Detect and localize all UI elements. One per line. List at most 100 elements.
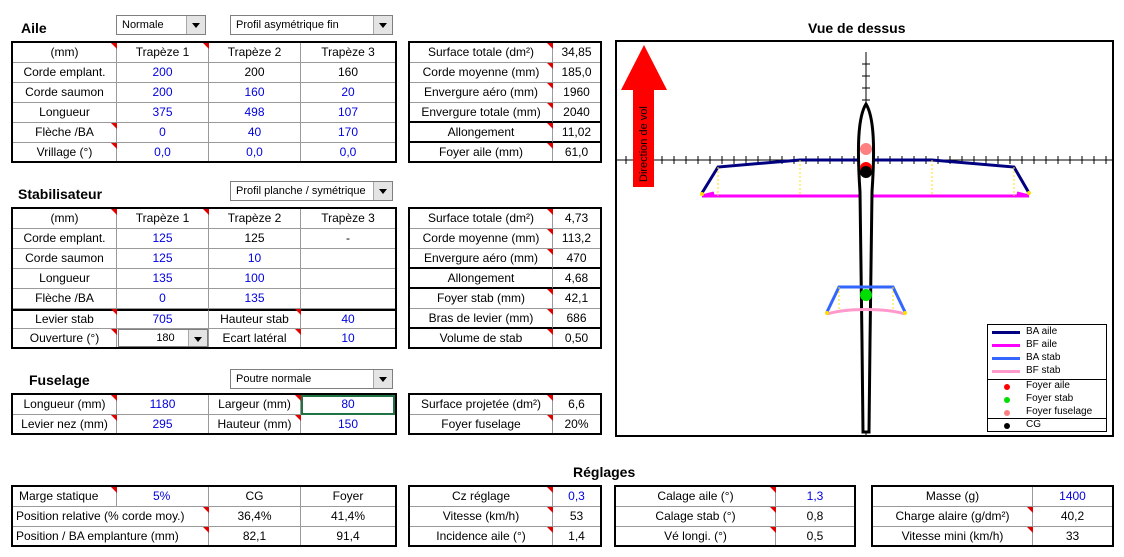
stab-cell[interactable]: 100 [209,269,301,289]
stab-cell[interactable]: 125 [117,249,209,269]
aile-header-t3: Trapèze 3 [301,43,395,63]
comment-indicator-icon[interactable] [547,103,553,109]
comment-indicator-icon[interactable] [547,63,553,69]
comment-indicator-icon[interactable] [547,329,553,335]
aile-cell[interactable]: 200 [209,63,301,83]
fuselage-hauteur-value[interactable]: 150 [337,417,359,431]
stab-cell[interactable]: 125 [209,229,301,249]
aile-row-label: Flèche /BA [13,123,117,143]
comment-indicator-icon[interactable] [1027,507,1033,513]
stab-summary-label: Envergure aéro (mm) [410,249,553,269]
aile-cell[interactable]: 20 [301,83,395,103]
comment-indicator-icon[interactable] [111,395,117,401]
comment-indicator-icon[interactable] [547,123,553,129]
aile-cell[interactable]: 0 [117,123,209,143]
comment-indicator-icon[interactable] [770,487,776,493]
stab-cell[interactable]: 125 [117,229,209,249]
aile-cell[interactable]: 160 [301,63,395,83]
stab-summary-value: 4,68 [553,269,600,289]
masse-value[interactable]: 1400 [1033,487,1112,507]
comment-indicator-icon[interactable] [111,43,117,49]
top-view-panel: Direction de vol BA aile BF aile B [615,40,1114,437]
stab-cell[interactable] [301,249,395,269]
aile-type-value: Normale [122,19,164,31]
stab-cell[interactable] [301,269,395,289]
comment-indicator-icon[interactable] [547,229,553,235]
aile-cell[interactable]: 498 [209,103,301,123]
stab-cell[interactable]: - [301,229,395,249]
aile-cell[interactable]: 160 [209,83,301,103]
fuselage-type-dropdown[interactable]: Poutre normale [230,369,393,389]
stab-cell[interactable]: 135 [117,269,209,289]
chevron-down-icon[interactable] [186,16,205,34]
comment-indicator-icon[interactable] [295,329,301,335]
aile-cell[interactable]: 170 [301,123,395,143]
chevron-down-icon[interactable] [373,182,392,200]
calage-aile-value[interactable]: 1,3 [776,487,854,507]
stab-hauteur-value[interactable]: 40 [301,309,395,329]
comment-indicator-icon[interactable] [547,289,553,295]
comment-indicator-icon[interactable] [295,309,301,315]
aile-cell[interactable]: 40 [209,123,301,143]
legend-item: BA stab [1026,352,1061,363]
comment-indicator-icon[interactable] [111,415,117,421]
comment-indicator-icon[interactable] [547,83,553,89]
comment-indicator-icon[interactable] [547,487,553,493]
comment-indicator-icon[interactable] [547,209,553,215]
aile-cell[interactable]: 0,0 [209,143,301,161]
chevron-down-icon[interactable] [373,16,392,34]
comment-indicator-icon[interactable] [111,143,117,149]
comment-indicator-icon[interactable] [547,43,553,49]
aile-profil-dropdown[interactable]: Profil asymétrique fin [230,15,393,35]
aile-cell[interactable]: 200 [117,63,209,83]
aile-cell[interactable]: 375 [117,103,209,123]
aile-cell[interactable]: 200 [117,83,209,103]
comment-indicator-icon[interactable] [111,123,117,129]
fuselage-largeur-value[interactable]: 80 [301,395,395,415]
comment-indicator-icon[interactable] [547,395,553,401]
comment-indicator-icon[interactable] [1027,527,1033,533]
comment-indicator-icon[interactable] [770,507,776,513]
aile-header-unit: (mm) [13,43,117,63]
comment-indicator-icon[interactable] [547,527,553,533]
stab-cell[interactable]: 135 [209,289,301,309]
aile-title: Aile [21,20,47,36]
comment-indicator-icon[interactable] [547,309,553,315]
comment-indicator-icon[interactable] [111,487,117,493]
aile-type-dropdown[interactable]: Normale [116,15,206,35]
comment-indicator-icon[interactable] [203,43,209,49]
chevron-down-icon[interactable] [188,330,207,346]
comment-indicator-icon[interactable] [547,415,553,421]
comment-indicator-icon[interactable] [770,527,776,533]
vmini-label: Vitesse mini (km/h) [873,527,1033,545]
stab-ecart-value[interactable]: 10 [341,331,355,345]
aile-cell[interactable]: 107 [301,103,395,123]
comment-indicator-icon[interactable] [547,507,553,513]
foyer-fuselage-point [860,143,872,155]
legend-swatch-ba-aile [992,331,1020,334]
stab-cell[interactable]: 10 [209,249,301,269]
comment-indicator-icon[interactable] [203,527,209,533]
comment-indicator-icon[interactable] [295,395,301,401]
cz-value[interactable]: 0,3 [553,487,600,507]
stab-cell[interactable] [301,289,395,309]
comment-indicator-icon[interactable] [111,309,117,315]
stab-profil-dropdown[interactable]: Profil planche / symétrique [230,181,393,201]
comment-indicator-icon[interactable] [295,415,301,421]
stab-levier-value[interactable]: 705 [117,309,209,329]
marge-value[interactable]: 5% [117,487,209,507]
comment-indicator-icon[interactable] [111,329,117,335]
comment-indicator-icon[interactable] [547,143,553,149]
stab-ouverture-dropdown[interactable]: 180 [118,329,208,347]
aile-cell[interactable]: 0,0 [117,143,209,161]
reglages-cz-table: Cz réglage 0,3 Vitesse (km/h) 53 Inciden… [408,485,602,547]
chevron-down-icon[interactable] [373,370,392,388]
stab-cell[interactable]: 0 [117,289,209,309]
fuselage-longueur-value[interactable]: 1180 [117,395,209,415]
comment-indicator-icon[interactable] [111,209,117,215]
fuselage-levier-nez-value[interactable]: 295 [117,415,209,433]
aile-cell[interactable]: 0,0 [339,145,357,159]
comment-indicator-icon[interactable] [203,507,209,513]
comment-indicator-icon[interactable] [203,209,209,215]
comment-indicator-icon[interactable] [547,249,553,255]
